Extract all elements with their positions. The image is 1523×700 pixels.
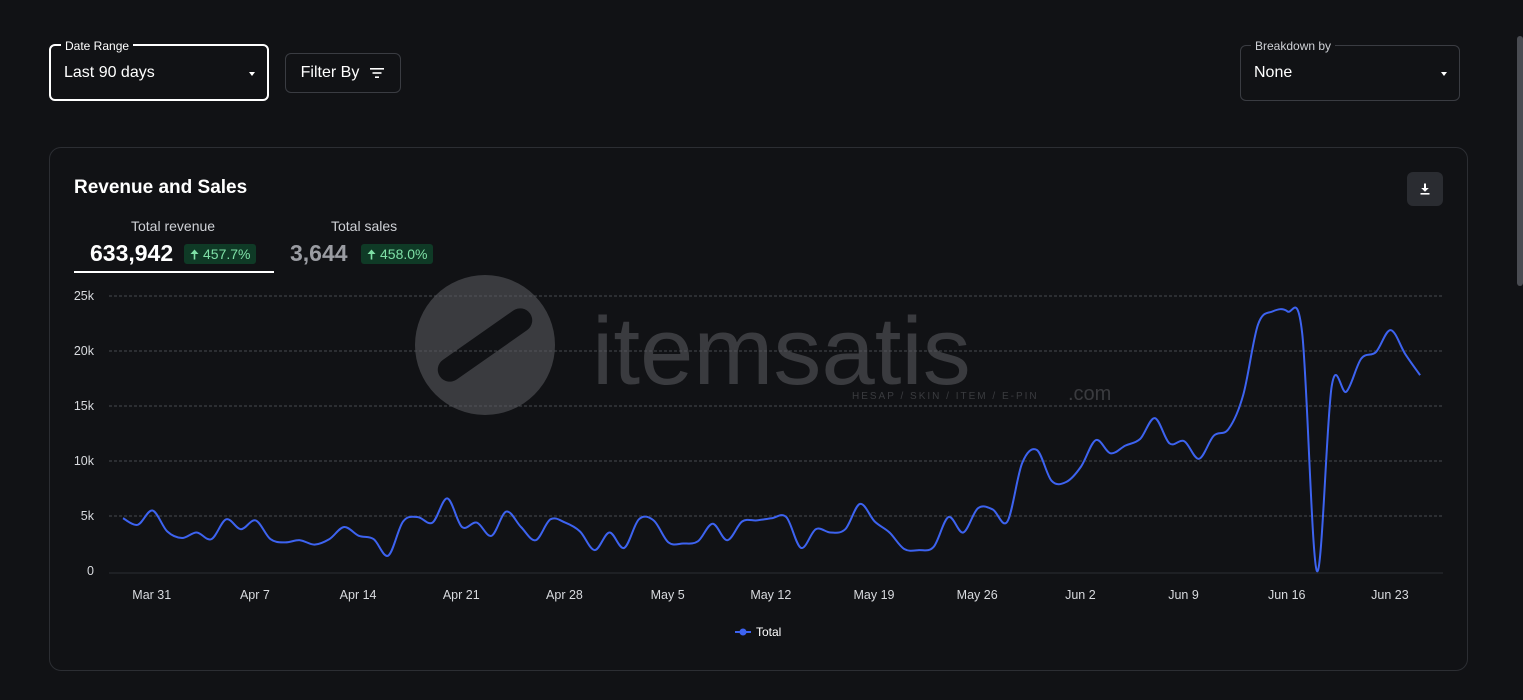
chevron-down-icon [249,71,255,76]
x-tick-label: May 19 [854,588,895,602]
breakdown-value: None [1254,64,1293,81]
total-revenue-label: Total revenue [131,218,216,234]
watermark-tagline: HESAP / SKIN / ITEM / E-PIN [852,391,1039,402]
x-tick-label: Apr 7 [240,588,270,602]
sales-change-value: 458.0% [380,246,428,262]
series-line-total[interactable] [122,306,1421,573]
watermark-suffix: .com [1068,383,1111,405]
date-range-select[interactable]: Date Range Last 90 days [49,39,269,101]
x-tick-label: Jun 23 [1371,588,1409,602]
x-tick-label: Jun 16 [1268,588,1306,602]
x-tick-label: Jun 9 [1168,588,1199,602]
download-button[interactable] [1407,172,1443,206]
watermark-brand: itemsatis [592,298,971,405]
total-revenue-value: 633,942 [90,240,174,266]
sales-change-badge: 458.0% [361,244,434,264]
x-tick-label: Apr 21 [443,588,480,602]
arrow-up-icon [367,249,376,259]
selected-tab-indicator [74,271,274,273]
y-tick-label: 15k [74,399,95,413]
breakdown-label: Breakdown by [1251,39,1336,53]
filter-by-button[interactable]: Filter By [285,53,401,93]
download-icon [1420,183,1430,195]
y-tick-label: 10k [74,454,95,468]
card-title: Revenue and Sales [74,177,248,198]
x-tick-label: Jun 2 [1065,588,1096,602]
date-range-label: Date Range [61,39,134,53]
date-range-value: Last 90 days [64,63,155,81]
y-tick-label: 5k [81,509,95,523]
chevron-down-icon [1441,72,1447,76]
revenue-sales-card [49,147,1468,671]
x-tick-label: May 12 [750,588,791,602]
breakdown-select[interactable]: Breakdown by None [1240,39,1460,101]
total-sales-value: 3,644 [290,240,348,266]
scrollbar[interactable] [1517,36,1523,286]
arrow-up-icon [190,249,199,259]
y-tick-label: 0 [87,564,94,578]
revenue-change-badge: 457.7% [184,244,257,264]
watermark-logo-cut [437,308,533,382]
total-sales-label: Total sales [331,218,398,234]
x-tick-label: May 26 [957,588,998,602]
legend-marker [739,628,747,636]
filter-by-label: Filter By [300,64,360,81]
watermark-logo: itemsatis HESAP / SKIN / ITEM / E-PIN .c… [415,275,1111,415]
x-tick-label: May 5 [651,588,685,602]
filter-icon [370,68,385,78]
y-tick-label: 25k [74,289,95,303]
x-tick-label: Apr 14 [340,588,377,602]
revenue-change-value: 457.7% [203,246,251,262]
y-tick-label: 20k [74,344,95,358]
chart-legend[interactable]: Total [735,625,781,639]
legend-label: Total [756,625,781,639]
x-tick-label: Mar 31 [132,588,171,602]
x-tick-label: Apr 28 [546,588,583,602]
